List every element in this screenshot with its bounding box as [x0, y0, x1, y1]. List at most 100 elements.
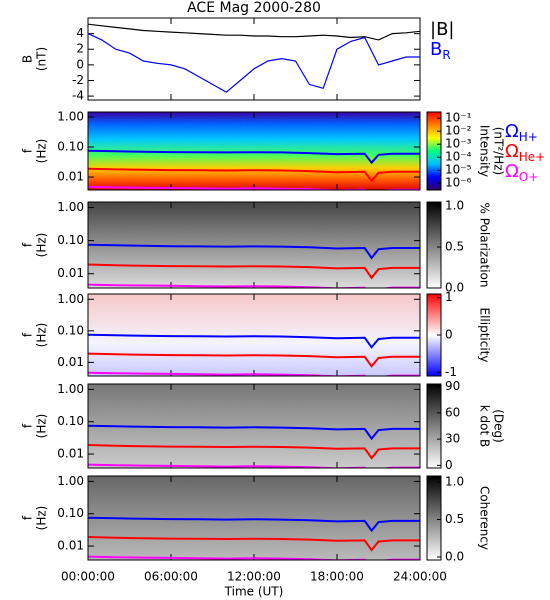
- y-tick-label: -4: [72, 89, 84, 103]
- y-axis-label: (Hz): [35, 139, 49, 164]
- y-tick-label: 0.01: [57, 170, 84, 184]
- y-axis-label: f: [21, 423, 35, 428]
- colorbar-tick-label: 60: [445, 405, 460, 419]
- y-tick-label: 0.10: [57, 414, 84, 428]
- colorbar-tick-label: 10⁻²: [445, 124, 472, 138]
- series-line: [88, 371, 420, 376]
- plot-frame: [87, 293, 421, 377]
- legend-label: BR: [430, 39, 451, 62]
- y-tick-label: 1.00: [57, 474, 84, 488]
- colorbar: [426, 201, 442, 289]
- series-line: [88, 424, 420, 441]
- legend-name: Ω: [505, 121, 519, 142]
- y-axis-label: (Hz): [35, 323, 49, 348]
- y-tick-label: 1.00: [57, 110, 84, 124]
- y-axis-label: f: [21, 332, 35, 337]
- y-tick-label: 0.10: [57, 323, 84, 337]
- y-axis-label: f: [21, 515, 35, 520]
- x-axis-label: Time (UT): [224, 585, 284, 599]
- colorbar-label: (Deg): [492, 409, 506, 443]
- colorbar: [426, 111, 442, 191]
- legend-name: |B|: [430, 19, 454, 40]
- colorbar-tick-label: 10⁻⁶: [445, 176, 472, 190]
- plot-frame: [87, 201, 421, 289]
- colorbar-tick-label: 10⁻¹: [445, 111, 472, 125]
- plot-frame: [87, 475, 421, 561]
- x-tick-label: 18:00:00: [310, 570, 364, 584]
- series-line: [88, 333, 420, 349]
- series-line: [88, 263, 420, 280]
- series-line: [88, 444, 420, 460]
- legend-name: B: [430, 39, 442, 60]
- series-line: [88, 463, 420, 468]
- series-line: [88, 243, 420, 260]
- colorbar-label: % Polarization: [478, 203, 492, 288]
- chart-title: ACE Mag 2000-280: [187, 0, 321, 16]
- plot-frame: [87, 17, 421, 101]
- legend-sub: O+: [519, 170, 539, 184]
- y-tick-label: 4: [76, 26, 84, 40]
- legend-label: |B|: [430, 19, 454, 40]
- y-axis-label: f: [21, 242, 35, 247]
- colorbar-tick-label: 30: [445, 432, 460, 446]
- y-axis-label: B: [21, 55, 35, 63]
- colorbar-label: (nT²/Hz): [492, 127, 506, 175]
- y-tick-label: 0.10: [57, 506, 84, 520]
- series-line: [88, 23, 420, 41]
- colorbar-label: Coherency: [478, 486, 492, 550]
- colorbar-label: Ellipticity: [478, 308, 492, 363]
- colorbar-tick-label: 0.5: [445, 240, 464, 254]
- y-tick-label: 0.10: [57, 233, 84, 247]
- colorbar-tick-label: 0: [445, 458, 453, 472]
- colorbar-label: Intensity: [478, 125, 492, 177]
- y-tick-label: 0: [76, 57, 84, 71]
- series-line: [88, 167, 420, 183]
- y-axis-label: (Hz): [35, 506, 49, 531]
- legend-sub: He+: [519, 150, 545, 164]
- y-axis-label: (Hz): [35, 414, 49, 439]
- colorbar-tick-label: -1: [445, 365, 457, 379]
- y-axis-label: (nT): [35, 47, 49, 71]
- x-tick-label: 06:00:00: [144, 570, 198, 584]
- series-line: [88, 33, 420, 93]
- colorbar-tick-label: 1.0: [445, 199, 464, 213]
- colorbar-tick-label: 90: [445, 379, 460, 393]
- x-tick-label: 12:00:00: [227, 570, 281, 584]
- colorbar-tick-label: 0.0: [445, 550, 464, 564]
- x-tick-label: 00:00:00: [61, 570, 115, 584]
- legend-sub: R: [442, 48, 450, 62]
- plot-frame: [87, 383, 421, 469]
- y-tick-label: 0.01: [57, 355, 84, 369]
- colorbar-tick-label: 1.0: [445, 475, 464, 489]
- series-line: [88, 149, 420, 165]
- y-tick-label: 1.00: [57, 200, 84, 214]
- y-tick-label: 1.00: [57, 382, 84, 396]
- y-axis-label: (Hz): [35, 233, 49, 258]
- colorbar-tick-label: 1: [445, 290, 453, 304]
- series-line: [88, 185, 420, 190]
- y-tick-label: 0.10: [57, 140, 84, 154]
- series-line: [88, 283, 420, 288]
- y-tick-label: 0.01: [57, 539, 84, 553]
- y-tick-label: 0.01: [57, 447, 84, 461]
- legend-name: Ω: [505, 161, 519, 182]
- colorbar-tick-label: 10⁻⁴: [445, 150, 472, 164]
- colorbar-tick-label: 10⁻⁵: [445, 163, 472, 177]
- y-tick-label: -2: [72, 73, 84, 87]
- plot-frame: [87, 111, 421, 191]
- y-tick-label: 1.00: [57, 292, 84, 306]
- series-line: [88, 536, 420, 552]
- y-axis-label: f: [21, 148, 35, 153]
- series-line: [88, 352, 420, 368]
- legend-label: ΩO+: [505, 161, 538, 184]
- legend-label: ΩH+: [505, 121, 538, 144]
- colorbar-tick-label: 10⁻³: [445, 137, 472, 151]
- series-line: [88, 516, 420, 533]
- series-line: [88, 555, 420, 560]
- y-tick-label: 2: [76, 42, 84, 56]
- legend-label: ΩHe+: [505, 141, 545, 164]
- colorbar-tick-label: 0.0: [445, 281, 464, 295]
- colorbar-tick-label: 0: [445, 328, 453, 342]
- colorbar-tick-label: 0.5: [445, 512, 464, 526]
